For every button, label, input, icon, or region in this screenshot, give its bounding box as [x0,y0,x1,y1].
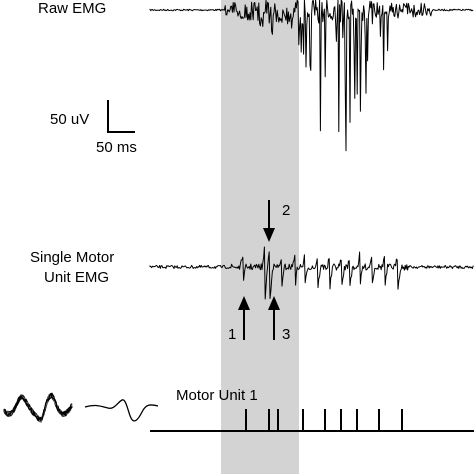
arrow-3 [268,296,280,340]
arrow-2-label: 2 [282,202,290,219]
spike-train [245,409,403,431]
single-motor-unit-trace [149,246,474,300]
scale-bar [107,100,135,133]
arrow-2 [263,200,275,242]
raw-emg-path [149,0,474,152]
scale-time-label: 50 ms [96,139,137,156]
single-motor-label-line2: Unit EMG [44,269,109,286]
motor-unit-1-label: Motor Unit 1 [176,387,258,404]
overlay-waveform [3,393,73,421]
scale-amplitude-label: 50 uV [50,111,89,128]
raw-emg-trace [149,0,474,152]
raw-emg-label: Raw EMG [38,0,106,17]
arrow-3-label: 3 [282,326,290,343]
arrow-1 [238,296,250,340]
single-emg-path [149,246,474,300]
waveform-template [84,399,159,422]
waveform-overlay [3,392,73,423]
single-motor-label-line1: Single Motor [30,249,114,266]
highlight-window [221,0,299,474]
arrow-1-label: 1 [228,326,236,343]
